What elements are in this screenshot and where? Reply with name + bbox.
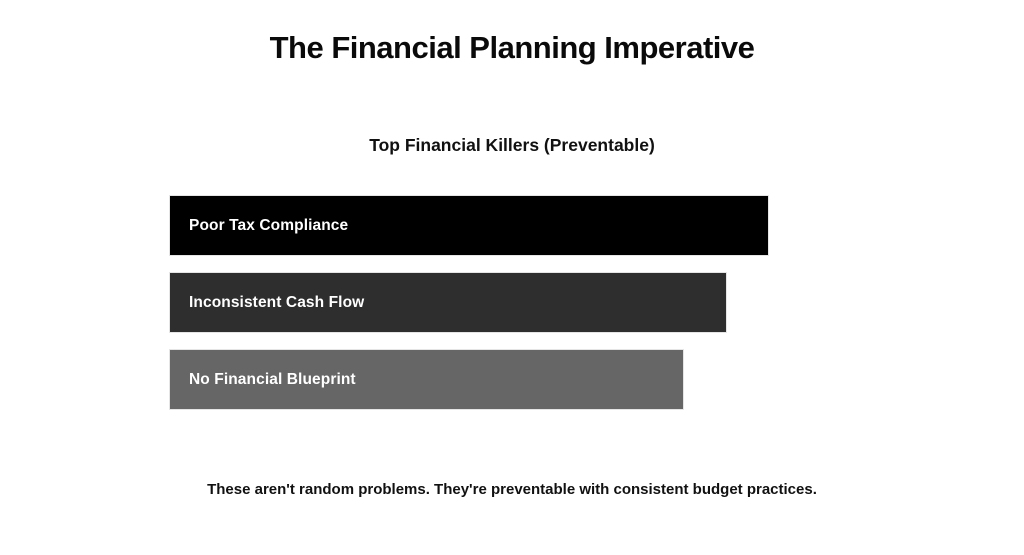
bar-label: Poor Tax Compliance — [189, 216, 349, 234]
bar-row: Poor Tax Compliance — [170, 196, 768, 255]
bar-label: Inconsistent Cash Flow — [189, 293, 365, 311]
bar-row: No Financial Blueprint — [170, 350, 683, 409]
page-title: The Financial Planning Imperative — [269, 30, 755, 65]
footer-note: These aren't random problems. They're pr… — [207, 481, 817, 498]
bar-label: No Financial Blueprint — [189, 370, 356, 388]
chart-title: Top Financial Killers (Preventable) — [369, 135, 655, 155]
bar-row: Inconsistent Cash Flow — [170, 273, 726, 332]
bar-chart: Poor Tax Compliance Inconsistent Cash Flo… — [170, 196, 790, 427]
